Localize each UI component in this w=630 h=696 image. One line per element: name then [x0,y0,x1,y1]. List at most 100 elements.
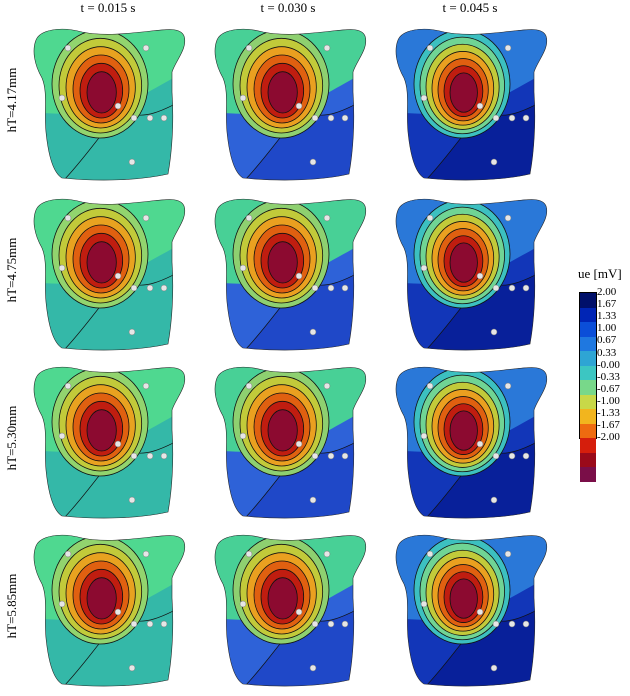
electrode-marker [128,158,136,166]
electrode-marker [160,620,168,628]
electrode-marker [64,44,72,52]
electrode-marker [114,272,122,280]
electrode-marker [128,664,136,672]
heart-potential-map [203,360,378,520]
electrode-marker [160,114,168,122]
electrode-marker [311,620,319,628]
electrode-marker [239,600,247,608]
electrode-marker [341,284,349,292]
electrode-marker [295,102,303,110]
colorbar-tick-label: -1.33 [597,407,620,419]
electrode-marker [58,94,66,102]
electrode-marker [490,496,498,504]
heart-outline [33,198,186,351]
electrode-marker [58,600,66,608]
electrode-marker [239,94,247,102]
colorbar-tick-label: -1.67 [597,419,620,432]
electrode-marker [323,44,331,52]
colorbar-segment [580,380,596,395]
colorbar-tick-label: 1.00 [597,322,617,335]
potential-contour [267,577,298,620]
potential-contour [86,71,117,114]
heart-potential-map [203,528,378,688]
electrode-marker [341,620,349,628]
colorbar-tick-label: -0.33 [597,370,620,383]
potential-contour [267,409,298,452]
electrode-marker [476,440,484,448]
electrode-marker [130,114,138,122]
row-label-ht-5.30: hT=5.30mm [4,405,19,471]
electrode-marker [420,94,428,102]
heart-potential-map [203,192,378,352]
electrode-marker [142,44,150,52]
electrode-marker [64,550,72,558]
electrode-marker [522,452,530,460]
heart-outline [214,366,367,519]
colorbar-segment [580,394,596,409]
heart-outline [395,534,548,687]
electrode-marker [508,114,516,122]
electrode-marker [327,114,335,122]
colorbar-tick-label: 2.00 [597,286,617,298]
heart-potential-map [384,192,559,352]
heart-potential-map [384,528,559,688]
electrode-marker [420,600,428,608]
electrode-marker [522,114,530,122]
electrode-marker [327,284,335,292]
electrode-marker [128,328,136,336]
electrode-marker [128,496,136,504]
electrode-marker [341,452,349,460]
colorbar-tick-label: -2.00 [597,431,620,444]
electrode-marker [309,664,317,672]
colorbar-tick-label: -0.00 [597,358,620,371]
electrode-marker [239,264,247,272]
electrode-marker [64,214,72,222]
heart-potential-map [22,360,197,520]
potential-contour [267,71,298,114]
electrode-marker [492,620,500,628]
colorbar-tick-label: -1.00 [597,394,620,407]
electrode-marker [476,272,484,280]
column-header-t-0.015: t = 0.015 s [80,0,136,15]
electrode-marker [146,284,154,292]
column-header-t-0.030: t = 0.030 s [260,0,316,15]
electrode-marker [492,114,500,122]
heart-outline [33,28,186,181]
colorbar-segment [580,438,596,453]
electrode-marker [323,382,331,390]
electrode-marker [327,452,335,460]
colorbar-tick-label: 0.33 [597,346,617,359]
electrode-marker [508,620,516,628]
electrode-marker [504,44,512,52]
row-label-ht-5.85: hT=5.85mm [4,573,19,639]
electrode-marker [504,382,512,390]
electrode-marker [114,102,122,110]
colorbar-segment [580,351,596,366]
electrode-marker [245,44,253,52]
colorbar-segment [580,293,596,308]
electrode-marker [522,620,530,628]
electrode-marker [341,114,349,122]
potential-contour [267,241,298,284]
row-label-ht-4.17: hT=4.17mm [4,67,19,133]
electrode-marker [160,284,168,292]
electrode-marker [492,452,500,460]
electrode-marker [130,620,138,628]
electrode-marker [311,452,319,460]
electrode-marker [420,264,428,272]
electrode-marker [504,550,512,558]
colorbar-segment [580,409,596,424]
heart-outline [214,28,367,181]
heart-outline [395,198,548,351]
electrode-marker [239,432,247,440]
electrode-marker [311,114,319,122]
column-header-t-0.045: t = 0.045 s [442,0,498,15]
heart-potential-map [384,360,559,520]
colorbar-segment [580,307,596,322]
heart-outline [395,366,548,519]
electrode-marker [295,608,303,616]
colorbar-segment [580,452,596,467]
electrode-marker [504,214,512,222]
heart-potential-map [22,192,197,352]
row-label-ht-4.75: hT=4.75mm [4,237,19,303]
